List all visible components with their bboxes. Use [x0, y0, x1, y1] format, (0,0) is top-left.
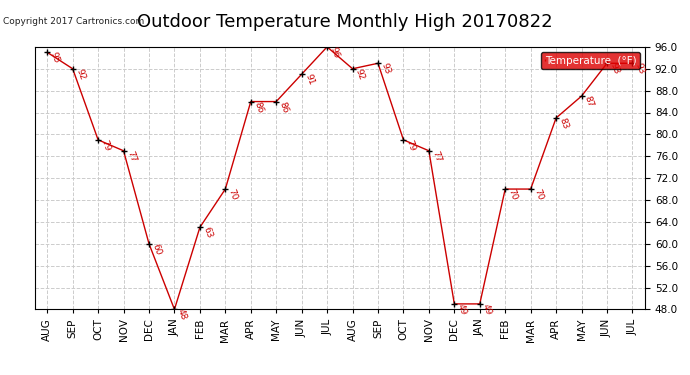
Text: 96: 96	[328, 45, 341, 59]
Text: 77: 77	[431, 149, 443, 163]
Text: 93: 93	[634, 62, 647, 76]
Legend: Temperature  (°F): Temperature (°F)	[541, 52, 640, 69]
Text: 86: 86	[252, 100, 264, 114]
Text: 91: 91	[303, 73, 315, 87]
Text: 93: 93	[609, 62, 621, 76]
Text: 79: 79	[405, 138, 417, 152]
Text: 83: 83	[558, 117, 570, 130]
Text: 77: 77	[125, 149, 137, 163]
Text: 49: 49	[455, 303, 468, 316]
Text: 92: 92	[74, 68, 86, 81]
Text: 92: 92	[354, 68, 366, 81]
Text: 93: 93	[380, 62, 392, 76]
Text: 70: 70	[227, 188, 239, 201]
Text: 86: 86	[277, 100, 290, 114]
Text: 79: 79	[99, 138, 112, 152]
Text: 49: 49	[481, 303, 493, 316]
Text: 70: 70	[532, 188, 544, 201]
Text: 95: 95	[48, 51, 61, 65]
Text: Copyright 2017 Cartronics.com: Copyright 2017 Cartronics.com	[3, 17, 145, 26]
Text: 70: 70	[506, 188, 519, 201]
Text: 60: 60	[150, 242, 163, 256]
Text: Outdoor Temperature Monthly High 20170822: Outdoor Temperature Monthly High 2017082…	[137, 13, 553, 31]
Text: 63: 63	[201, 226, 214, 240]
Text: 48: 48	[176, 308, 188, 322]
Text: 87: 87	[583, 95, 595, 109]
